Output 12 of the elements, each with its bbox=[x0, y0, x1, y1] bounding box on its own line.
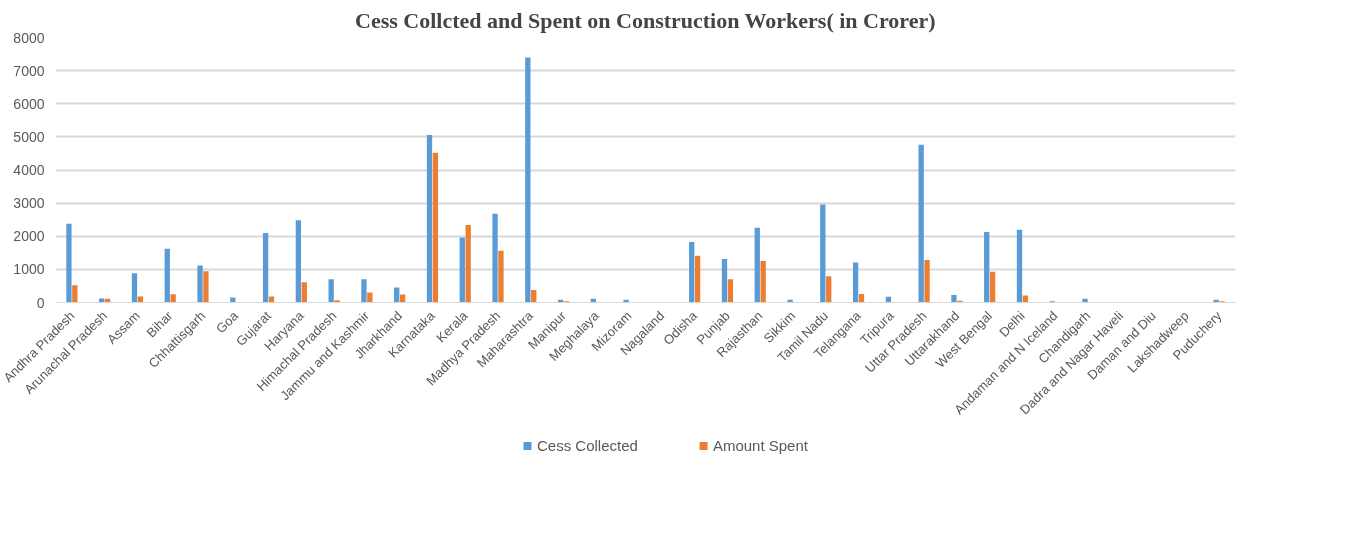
y-tick-label: 8000 bbox=[13, 29, 45, 46]
legend-label: Cess Collected bbox=[537, 436, 638, 454]
y-tick-label: 4000 bbox=[13, 162, 45, 178]
legend-label: Amount Spent bbox=[712, 436, 808, 454]
y-tick-label: 7000 bbox=[13, 62, 45, 79]
y-tick-label: 1000 bbox=[13, 261, 45, 278]
chart-title: Cess Collcted and Spent on Construction Workers( in Crorer) bbox=[355, 7, 936, 33]
y-tick-label: 5000 bbox=[13, 128, 45, 145]
y-tick-label: 2000 bbox=[13, 228, 45, 245]
y-tick-label: 6000 bbox=[13, 95, 45, 112]
y-tick-label: 3000 bbox=[13, 195, 45, 212]
y-tick-label: 0 bbox=[36, 294, 45, 311]
